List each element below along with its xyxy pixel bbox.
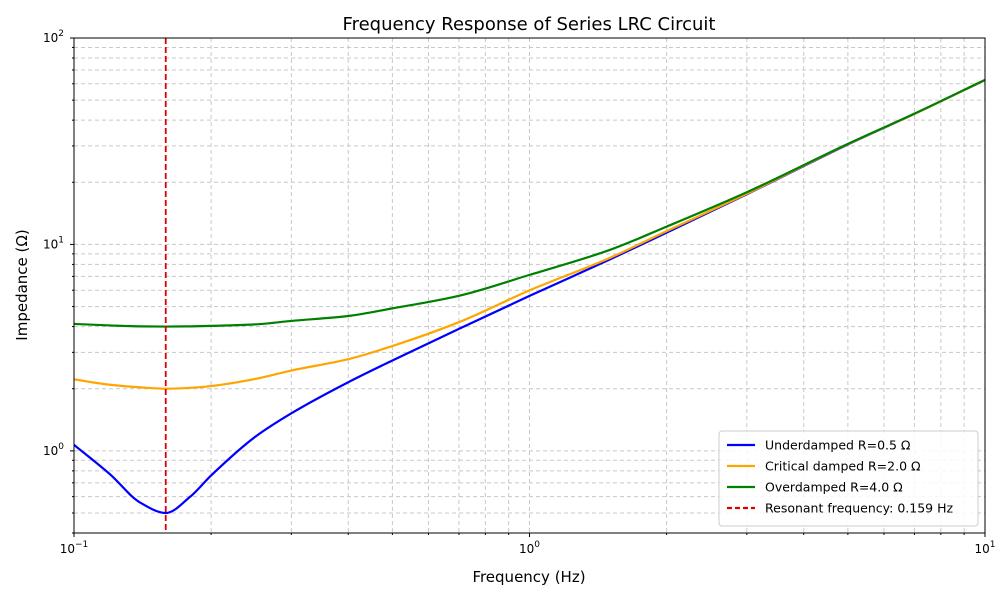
x-tick-label: 10−1 [60, 540, 89, 556]
legend-label: Underdamped R=0.5 Ω [765, 438, 911, 453]
legend-label: Resonant frequency: 0.159 Hz [765, 501, 953, 516]
chart-title: Frequency Response of Series LRC Circuit [343, 14, 716, 35]
x-axis-label: Frequency (Hz) [472, 568, 585, 586]
y-tick-label: 100 [43, 442, 64, 458]
legend-label: Overdamped R=4.0 Ω [765, 480, 903, 495]
y-axis-label: Impedance (Ω) [13, 229, 31, 340]
axis-ticks: 10−1 100 101 100 101 102 [43, 29, 996, 556]
x-tick-label: 100 [519, 540, 540, 556]
plot-area [74, 38, 985, 533]
x-tick-label: 101 [974, 540, 995, 556]
legend-label: Critical damped R=2.0 Ω [765, 459, 921, 474]
y-tick-label: 102 [43, 29, 64, 45]
legend-box [718, 430, 979, 527]
legend: Underdamped R=0.5 Ω Critical damped R=2.0… [718, 430, 979, 527]
y-tick-label: 101 [43, 235, 64, 251]
